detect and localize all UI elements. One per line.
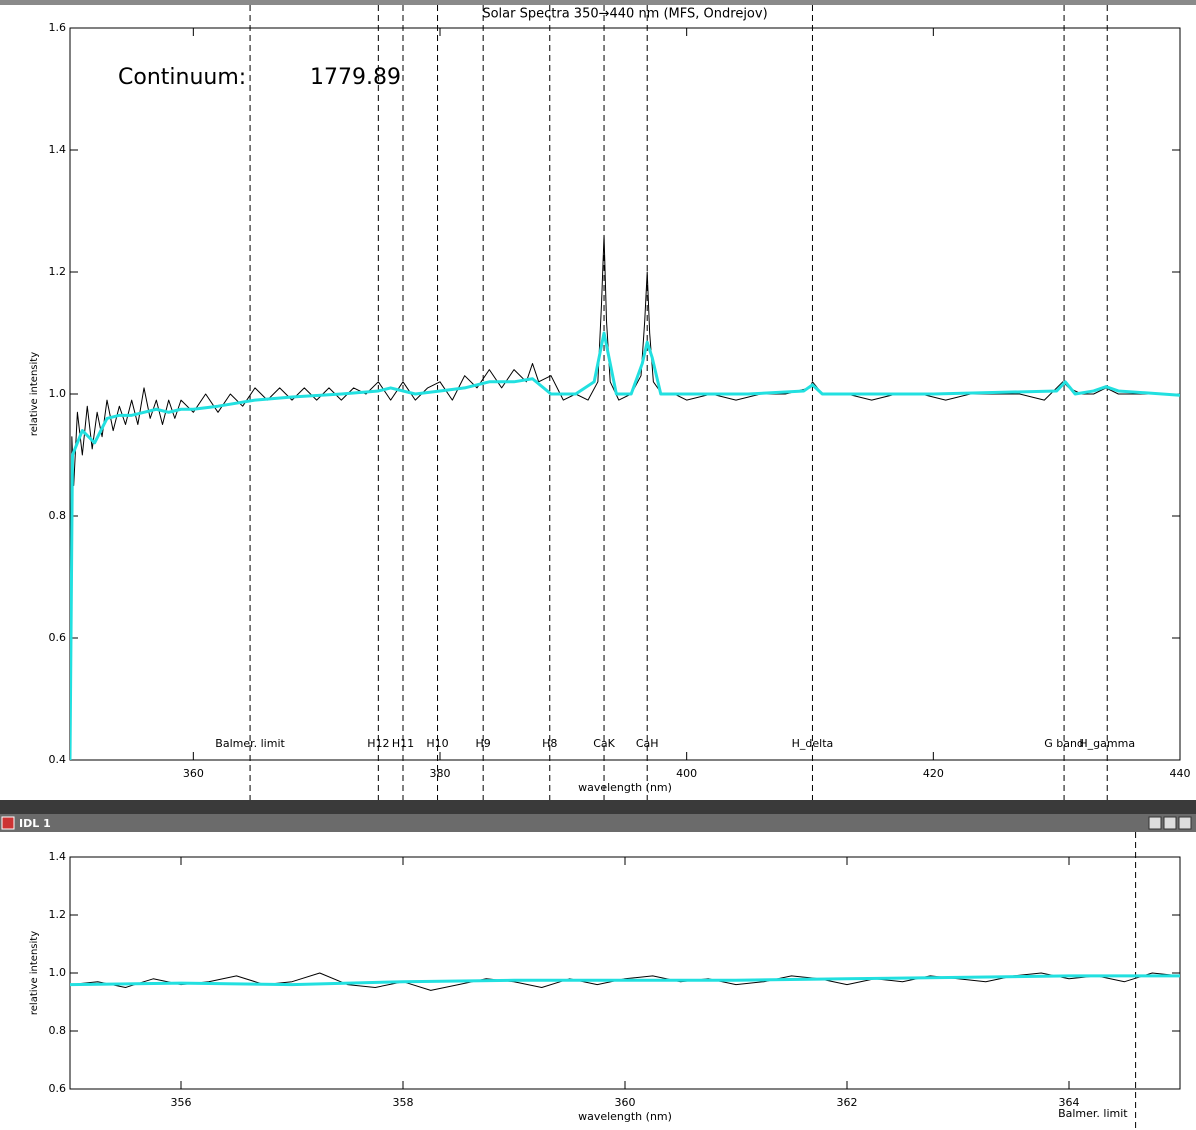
spectrum-line [70,234,1180,761]
reference-label: H12 [367,737,389,750]
spectrum-line [70,331,1180,761]
window-icon [1,816,15,830]
reference-label: CaH [636,737,659,750]
minimize-button[interactable] [1148,816,1162,830]
reference-label: H8 [542,737,557,750]
y-tick-label: 1.4 [49,143,67,156]
y-tick-label: 1.4 [49,850,67,863]
plots: Solar Spectra 350→440 nm (MFS, Ondrejov)… [29,5,1191,1130]
y-tick-label: 0.8 [49,1024,67,1037]
reference-label: H_delta [792,737,834,750]
y-tick-label: 1.0 [49,387,67,400]
maximize-button[interactable] [1163,816,1177,830]
taskbar-strip [0,800,1196,814]
x-tick-label: 360 [615,1096,636,1109]
y-tick-label: 1.6 [49,21,67,34]
reference-label: H9 [476,737,491,750]
x-tick-label: 364 [1059,1096,1080,1109]
x-tick-label: 420 [923,767,944,780]
y-tick-label: 1.2 [49,265,67,278]
y-tick-label: 1.0 [49,966,67,979]
window-title: IDL 1 [19,817,51,830]
reference-label: H_gamma [1079,737,1135,750]
reference-label: H10 [426,737,448,750]
close-button[interactable] [1178,816,1192,830]
reference-label: G band [1044,737,1084,750]
annotation: 1779.89 [310,65,401,90]
top-window-edge [0,0,1196,5]
reference-label: H11 [392,737,414,750]
x-tick-label: 362 [837,1096,858,1109]
x-tick-label: 356 [171,1096,192,1109]
y-tick-label: 0.8 [49,509,67,522]
x-tick-label: 360 [183,767,204,780]
plot-frame [69,856,1181,1090]
x-tick-label: 358 [393,1096,414,1109]
x-tick-label: 440 [1170,767,1191,780]
y-tick-label: 0.6 [49,1082,67,1095]
spectrum-line [70,974,1180,987]
x-axis-label: wavelength (nm) [578,1110,672,1123]
window-titlebar [0,814,1196,832]
y-axis-label: relative intensity [29,352,40,436]
y-axis-label: relative intensity [29,931,40,1015]
reference-label: CaK [593,737,615,750]
y-tick-label: 1.2 [49,908,67,921]
y-tick-label: 0.6 [49,631,67,644]
annotation: Continuum: [118,65,246,90]
x-axis-label: wavelength (nm) [578,781,672,794]
reference-label: Balmer. limit [215,737,285,750]
x-tick-label: 380 [430,767,451,780]
chart-title: Solar Spectra 350→440 nm (MFS, Ondrejov) [482,7,767,22]
y-tick-label: 0.4 [49,753,67,766]
x-tick-label: 400 [676,767,697,780]
reference-label: Balmer. limit [1058,1107,1128,1120]
